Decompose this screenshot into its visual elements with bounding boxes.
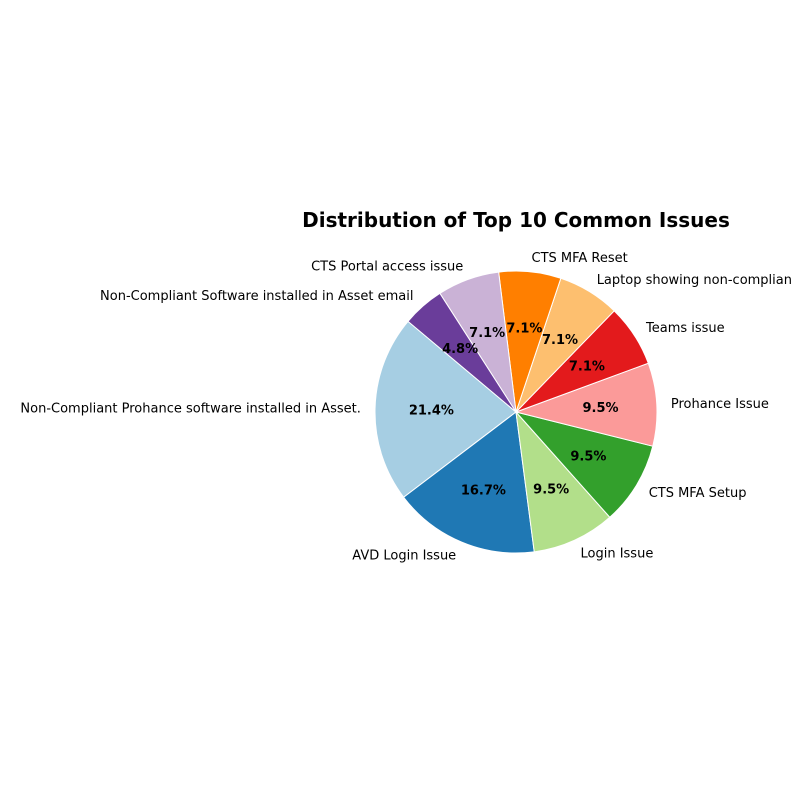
- slice-percent-label: 7.1%: [506, 321, 542, 336]
- pie-slice: [407, 292, 517, 413]
- slice-percent-label: 7.1%: [542, 333, 578, 348]
- slice-label: CTS MFA Setup: [649, 486, 747, 501]
- slice-percent-label: 9.5%: [570, 449, 606, 464]
- slice-percent-label: 4.8%: [442, 342, 478, 357]
- slice-percent-label: 9.5%: [582, 401, 618, 416]
- slice-percent-label: 9.5%: [533, 482, 569, 497]
- pie-slices: [374, 270, 658, 554]
- slice-label: Prohance Issue: [671, 397, 769, 412]
- pie-slice: [514, 362, 658, 447]
- slice-label: Laptop showing non-complian: [597, 273, 792, 288]
- slice-label: AVD Login Issue: [352, 549, 456, 564]
- slice-percent-label: 7.1%: [569, 359, 605, 374]
- pie-slice: [515, 410, 611, 553]
- slice-label: CTS Portal access issue: [311, 260, 463, 275]
- pie-slice: [402, 411, 535, 554]
- pie-slice: [514, 411, 654, 518]
- slice-percent-label: 21.4%: [409, 403, 454, 418]
- slice-label: Login Issue: [581, 547, 654, 562]
- slice-percent-label: 7.1%: [469, 326, 505, 341]
- pie-labels: Non-Compliant Prohance software installe…: [20, 251, 792, 563]
- slice-label: Teams issue: [645, 321, 725, 336]
- slice-label: Non-Compliant Software installed in Asse…: [100, 289, 413, 304]
- slice-percent-label: 16.7%: [461, 484, 506, 499]
- chart-title: Distribution of Top 10 Common Issues: [302, 208, 730, 232]
- slice-label: Non-Compliant Prohance software installe…: [20, 402, 360, 417]
- slice-label: CTS MFA Reset: [532, 251, 628, 266]
- pie-slice: [374, 320, 517, 498]
